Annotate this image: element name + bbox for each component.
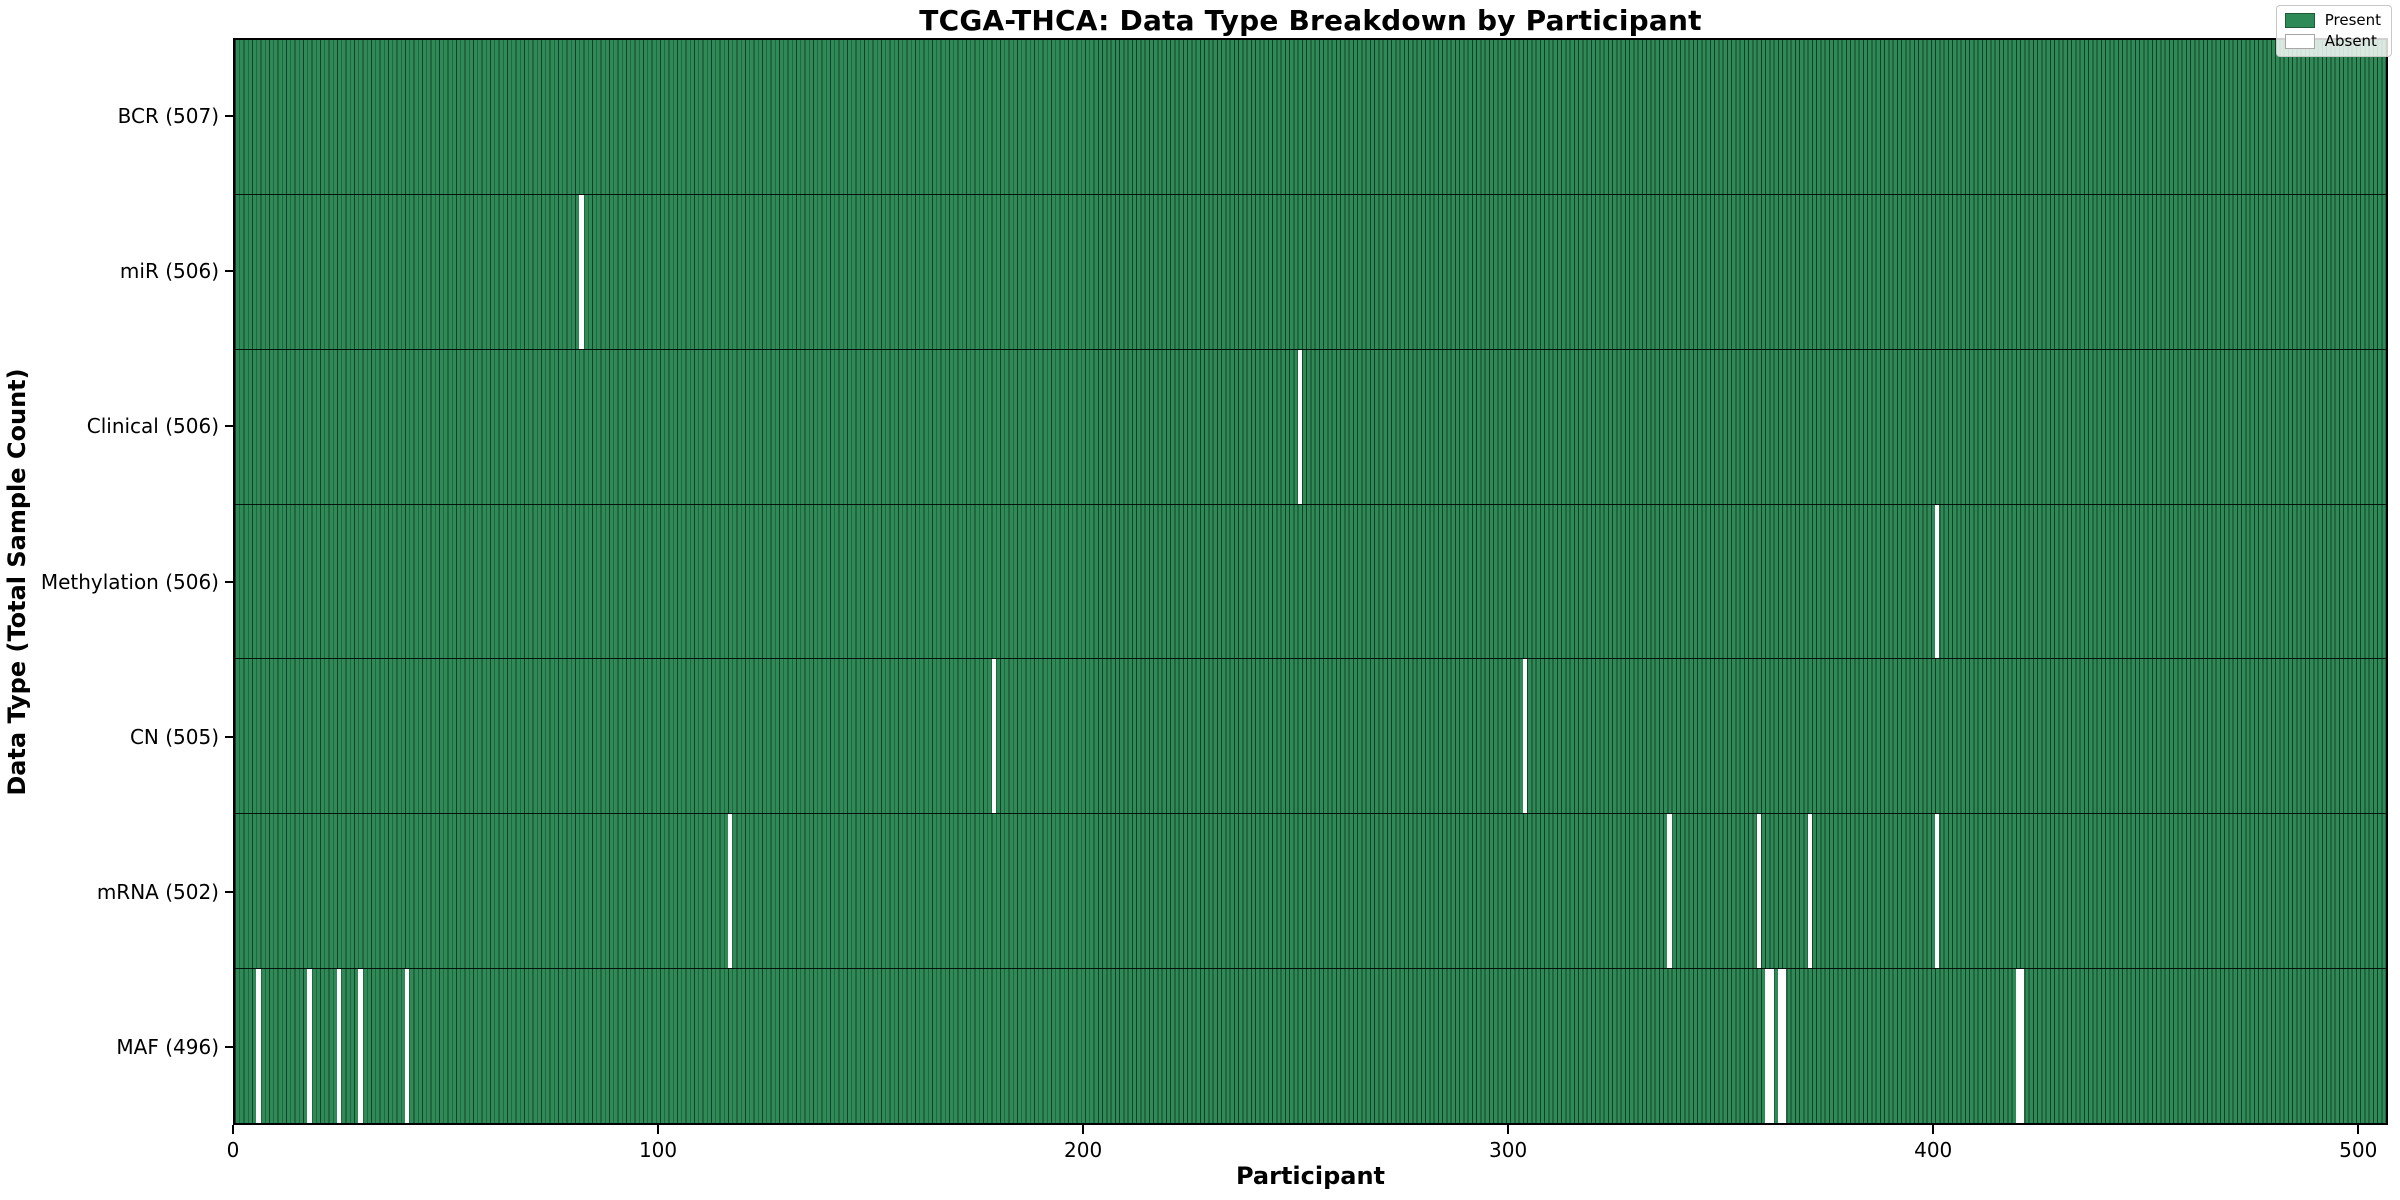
y-tick-mark xyxy=(225,735,233,738)
y-tick-mark xyxy=(225,114,233,117)
x-tick-label: 400 xyxy=(1914,1138,1953,1162)
row-band-mrna xyxy=(235,813,2386,969)
row-band-bcr xyxy=(235,40,2386,194)
absent-stripe xyxy=(2020,969,2025,1124)
absent-stripe xyxy=(307,969,312,1124)
absent-stripe xyxy=(991,659,996,814)
x-tick-mark xyxy=(232,1125,234,1134)
x-tick-mark xyxy=(1507,1125,1510,1134)
absent-stripe xyxy=(1522,659,1528,814)
absent-stripe xyxy=(1765,969,1770,1124)
absent-stripe xyxy=(1782,969,1787,1124)
legend: Present Absent xyxy=(2275,5,2392,57)
x-tick-mark xyxy=(1082,1125,1085,1134)
x-tick-mark xyxy=(2357,1125,2360,1134)
absent-stripe xyxy=(1935,814,1940,969)
absent-stripe xyxy=(1756,814,1761,969)
y-tick-label-methylation: Methylation (506) xyxy=(40,569,219,594)
row-band-methylation xyxy=(235,503,2386,659)
y-axis-label: Data Type (Total Sample Count) xyxy=(3,368,31,796)
legend-label: Present xyxy=(2324,11,2381,29)
y-tick-mark xyxy=(225,891,233,894)
y-tick-label-maf: MAF (496) xyxy=(116,1035,219,1060)
absent-stripe xyxy=(579,194,584,349)
plot-area xyxy=(233,38,2388,1125)
absent-stripe xyxy=(1769,969,1774,1124)
chart-title: TCGA-THCA: Data Type Breakdown by Partic… xyxy=(919,4,1702,37)
x-axis-label: Participant xyxy=(1235,1162,1386,1190)
row-band-cn xyxy=(235,658,2386,814)
absent-stripe xyxy=(728,814,733,969)
row-band-maf xyxy=(235,968,2386,1124)
absent-stripe xyxy=(2015,969,2021,1124)
absent-stripe xyxy=(256,969,261,1124)
y-tick-label-mrna: mRNA (502) xyxy=(96,880,219,905)
legend-entry-absent: Absent xyxy=(2284,32,2381,50)
y-tick-mark xyxy=(225,580,233,583)
y-tick-label-clinical: Clinical (506) xyxy=(86,414,219,439)
row-band-clinical xyxy=(235,348,2386,504)
x-tick-label: 500 xyxy=(2339,1138,2378,1162)
y-tick-mark xyxy=(225,269,233,272)
x-tick-label: 200 xyxy=(1064,1138,1103,1162)
x-tick-label: 0 xyxy=(226,1138,240,1162)
absent-stripe xyxy=(337,969,342,1124)
legend-swatch-absent xyxy=(2284,34,2315,49)
y-tick-label-bcr: BCR (507) xyxy=(117,103,219,128)
absent-stripe xyxy=(1297,349,1302,504)
x-tick-label: 100 xyxy=(638,1138,678,1162)
x-tick-label: 300 xyxy=(1489,1138,1528,1162)
y-tick-mark xyxy=(225,425,233,428)
legend-label: Absent xyxy=(2324,32,2377,50)
y-tick-label-cn: CN (505) xyxy=(129,724,219,749)
x-tick-mark xyxy=(1932,1125,1935,1134)
absent-stripe xyxy=(1807,814,1812,969)
legend-swatch-present xyxy=(2284,13,2315,28)
row-band-mir xyxy=(235,193,2386,349)
absent-stripe xyxy=(1935,504,1940,659)
absent-stripe xyxy=(358,969,363,1124)
y-tick-mark xyxy=(225,1046,233,1049)
absent-stripe xyxy=(1667,814,1672,969)
legend-entry-present: Present xyxy=(2284,11,2381,29)
y-tick-label-mir: miR (506) xyxy=(119,258,219,283)
absent-stripe xyxy=(405,969,410,1124)
absent-stripe xyxy=(1777,969,1783,1124)
x-tick-mark xyxy=(657,1125,660,1134)
